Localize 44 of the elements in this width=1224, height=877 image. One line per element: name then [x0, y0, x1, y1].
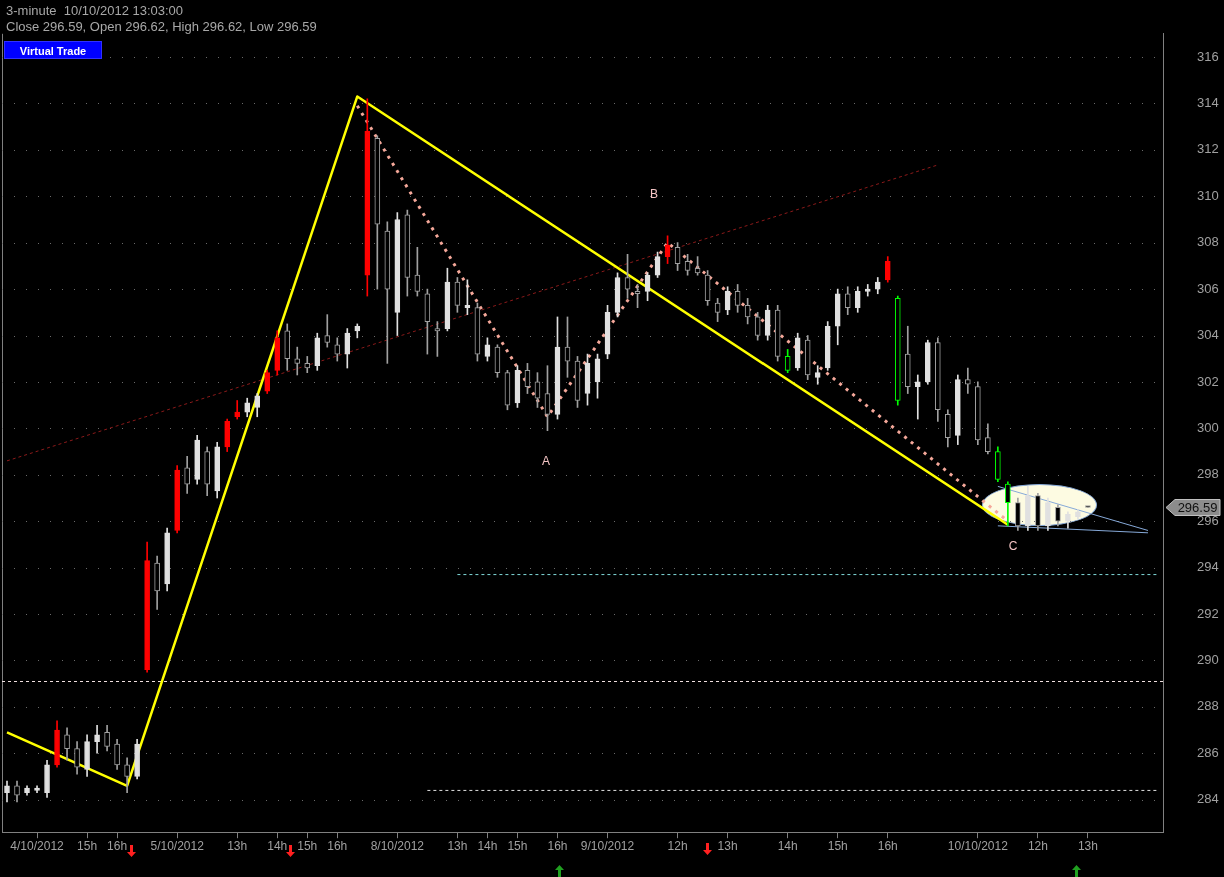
y-tick-label: 308	[1197, 234, 1219, 250]
x-tick-label: 8/10/2012	[370, 838, 425, 853]
x-tick-label: 13h	[447, 838, 468, 853]
annotation: B	[649, 187, 659, 201]
y-tick-label: 288	[1197, 698, 1219, 714]
x-tick-label: 9/10/2012	[580, 838, 635, 853]
y-tick-label: 302	[1197, 373, 1219, 389]
y-tick-label: 286	[1197, 744, 1219, 760]
x-tick-label: 16h	[877, 838, 898, 853]
x-tick-label: 13h	[1077, 838, 1098, 853]
button: Virtual Trade	[4, 41, 102, 59]
annotation: C	[1008, 539, 1018, 553]
x-tick-label: 10/10/2012	[947, 838, 1009, 853]
chart-subtitle: Close 296.59, Open 296.62, High 296.62, Low 296.59	[6, 19, 317, 34]
x-tick-label: 13h	[227, 838, 248, 853]
x-tick-label: 5/10/2012	[150, 838, 205, 853]
y-tick-label: 290	[1197, 652, 1219, 668]
chart-title: 3-minute 10/10/2012 13:03:00	[6, 3, 184, 18]
y-tick-label: 306	[1197, 280, 1219, 296]
x-tick-label: 15h	[827, 838, 848, 853]
x-tick-label: 13h	[717, 838, 738, 853]
x-tick-label: 15h	[77, 838, 98, 853]
y-tick-label: 300	[1197, 419, 1219, 435]
x-tick-label: 4/10/2012	[10, 838, 65, 853]
x-tick-label: 12h	[1027, 838, 1048, 853]
y-tick-label: 294	[1197, 559, 1219, 575]
x-tick-label: 14h	[267, 838, 288, 853]
y-tick-label: 316	[1197, 48, 1219, 64]
y-tick-label: 310	[1197, 187, 1219, 203]
annotation: A	[541, 454, 551, 468]
x-tick-label: 12h	[667, 838, 688, 853]
x-tick-label: 14h	[477, 838, 498, 853]
x-tick-label: 14h	[777, 838, 798, 853]
y-tick-label: 304	[1197, 327, 1219, 343]
x-tick-label: 16h	[547, 838, 568, 853]
y-tick-label: 284	[1197, 791, 1219, 807]
x-tick-label: 16h	[107, 838, 128, 853]
x-tick-label: 15h	[297, 838, 318, 853]
y-tick-label: 312	[1197, 141, 1219, 157]
y-tick-label: 298	[1197, 466, 1219, 482]
x-tick-label: 16h	[327, 838, 348, 853]
y-tick-label: 292	[1197, 605, 1219, 621]
y-tick-label: 314	[1197, 95, 1219, 111]
x-tick-label: 15h	[507, 838, 528, 853]
